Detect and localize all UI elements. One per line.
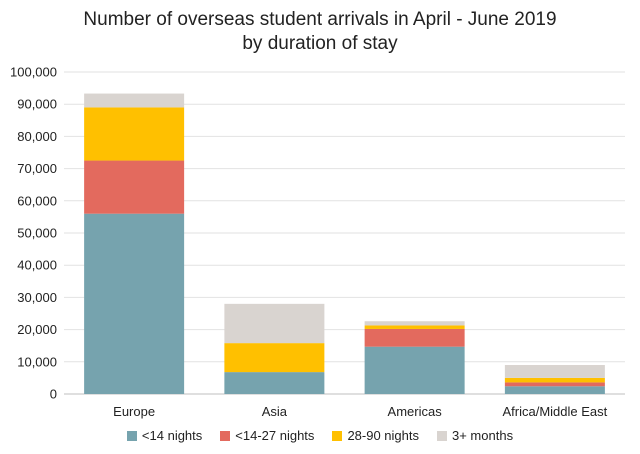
bar-segment [84,160,185,214]
bar-segment [504,365,605,378]
legend-item: 28-90 nights [332,428,419,443]
legend-swatch [332,430,343,441]
bar-segment [364,328,465,347]
chart-subtitle: by duration of stay [242,33,398,54]
bar-segment [504,377,605,383]
legend-label: <14-27 nights [235,428,315,443]
y-tick-label: 70,000 [17,161,57,176]
x-tick-label: Americas [388,404,443,419]
y-tick-label: 100,000 [10,65,57,80]
legend-label: 3+ months [452,428,514,443]
bar-segment [224,372,325,394]
chart-title-line1: Number of overseas student arrivals in A… [83,9,557,30]
bar-segment [504,382,605,387]
legend-swatch [220,430,231,441]
legend-label: <14 nights [141,428,203,443]
y-tick-label: 60,000 [17,193,57,208]
x-tick-label: Africa/Middle East [502,404,607,419]
chart-title: Number of overseas student arrivals in A… [0,8,640,56]
legend-item: 3+ months [437,428,513,443]
legend-swatch [126,430,137,441]
x-tick-label: Asia [262,404,288,419]
chart-legend: <14 nights <14-27 nights 28-90 nights 3+ mo… [0,428,640,443]
bar-segment [224,303,325,344]
bar-segment [84,213,185,394]
legend-item: <14 nights [126,428,203,443]
y-tick-label: 90,000 [17,97,57,112]
legend-label: 28-90 nights [347,428,419,443]
legend-swatch [437,430,447,441]
bar-segment [364,321,465,326]
x-tick-label: Europe [113,404,155,419]
bar-segment [364,325,465,329]
y-tick-label: 20,000 [17,322,57,337]
y-tick-label: 50,000 [17,226,57,241]
y-tick-label: 30,000 [17,290,57,305]
bar-segment [84,107,185,161]
y-tick-label: 10,000 [17,354,57,369]
y-tick-label: 0 [50,387,57,402]
y-tick-label: 40,000 [17,258,57,273]
bar-segment [84,93,185,108]
y-tick-label: 80,000 [17,129,57,144]
bar-segment [224,343,325,373]
bar-segment [504,386,605,394]
legend-item: <14-27 nights [220,428,314,443]
bar-segment [364,346,465,394]
